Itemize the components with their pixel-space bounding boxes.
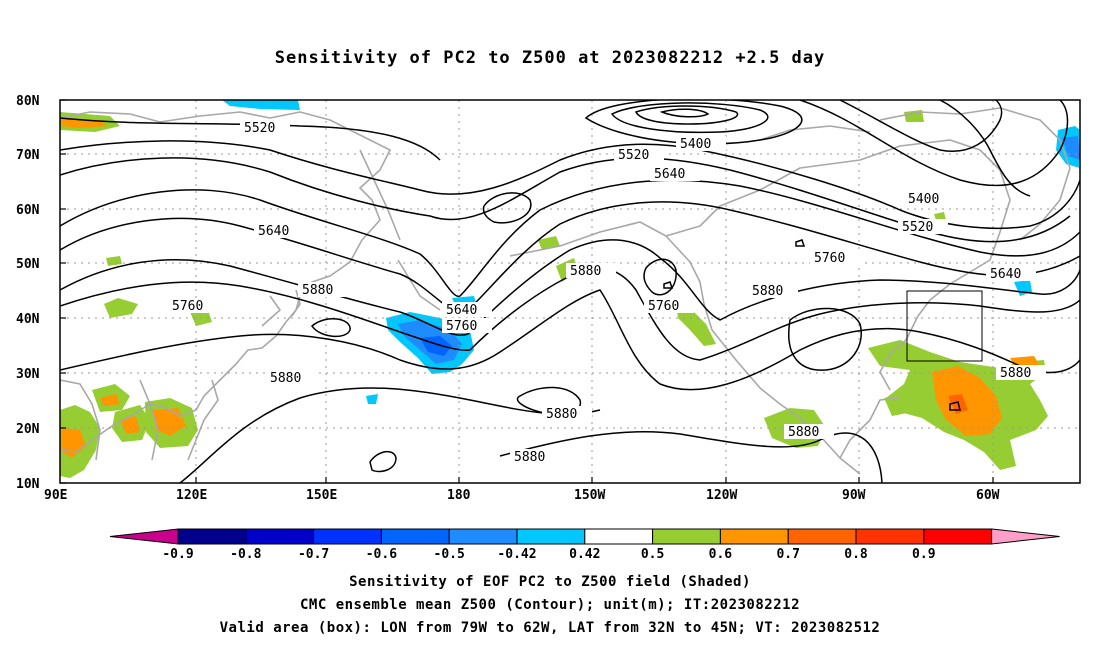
colorbar: -0.9 -0.8 -0.7 -0.6 -0.5 -0.42 0.42 0.5 0.6 0.7 0.… (109, 528, 1060, 562)
lat-label: 20N (16, 422, 40, 437)
lon-label: 150E (306, 488, 337, 503)
contour-label: 5520 (614, 147, 664, 163)
contour-label: 5880 (748, 283, 798, 299)
map-area: 5520 5400 5520 5640 5400 5520 5640 5760 … (60, 100, 1080, 483)
colorbar-tick-label: 0.7 (776, 547, 799, 562)
lon-label: 90W (842, 488, 866, 503)
plot-title: Sensitivity of PC2 to Z500 at 2023082212… (274, 48, 826, 68)
contour-label: 5760 (442, 318, 492, 334)
contour-label: 5640 (986, 266, 1036, 282)
contour-label: 5400 (676, 136, 726, 152)
lat-label: 10N (16, 477, 40, 492)
svg-text:5760: 5760 (814, 251, 845, 266)
svg-text:5760: 5760 (172, 299, 203, 314)
colorbar-box (448, 528, 518, 545)
footer-line-1: Sensitivity of EOF PC2 to Z500 field (Sh… (349, 574, 751, 590)
colorbar-tick-label: -0.5 (434, 547, 465, 562)
contour-label: 5760 (168, 298, 218, 314)
svg-text:5880: 5880 (788, 425, 819, 440)
tick-marks (60, 99, 994, 484)
footer-line-2: CMC ensemble mean Z500 (Contour); unit(m… (299, 597, 800, 613)
colorbar-low-triangle (109, 528, 179, 545)
svg-text:5640: 5640 (990, 267, 1021, 282)
colorbar-box (584, 528, 654, 545)
latitude-labels: 80N 70N 60N 50N 40N 30N 20N 10N (16, 94, 40, 492)
colorbar-box (516, 528, 586, 545)
colorbar-tick-label: -0.6 (366, 547, 397, 562)
colorbar-tick-label: -0.8 (230, 547, 261, 562)
colorbar-box (719, 528, 789, 545)
colorbar-box (313, 528, 382, 545)
svg-text:5520: 5520 (618, 148, 649, 163)
colorbar-box (855, 528, 925, 545)
contour-label: 5880 (784, 424, 834, 440)
contour-label: 5640 (650, 166, 700, 182)
svg-text:5400: 5400 (680, 137, 711, 152)
lon-label: 180 (447, 488, 471, 503)
colorbar-tick-label: 0.9 (912, 547, 935, 562)
colorbar-box (787, 528, 857, 545)
lon-label: 150W (574, 488, 605, 503)
footer-line-3: Valid area (box): LON from 79W to 62W, L… (219, 620, 881, 636)
contour-label: 5760 (810, 250, 860, 266)
contour-label: 5880 (510, 449, 560, 465)
contour-label: 5760 (644, 298, 694, 314)
colorbar-tick-label: -0.9 (162, 547, 193, 562)
svg-text:5640: 5640 (446, 303, 477, 318)
svg-text:5880: 5880 (752, 284, 783, 299)
svg-text:5760: 5760 (648, 299, 679, 314)
lat-label: 60N (16, 203, 40, 218)
lat-label: 80N (16, 94, 40, 109)
lat-label: 30N (16, 367, 40, 382)
contour-label: 5880 (298, 282, 348, 298)
contour-label: 5520 (898, 219, 948, 235)
colorbar-tick-label: 0.42 (569, 547, 600, 562)
contour-label: 5400 (904, 191, 954, 207)
colorbar-tick-label: -0.7 (298, 547, 329, 562)
svg-text:5640: 5640 (258, 224, 289, 239)
contour-label: 5640 (442, 302, 492, 318)
lon-label: 120E (176, 488, 207, 503)
colorbar-box (652, 528, 721, 545)
colorbar-high-triangle (991, 528, 1060, 545)
contour-label: 5520 (240, 120, 290, 136)
lon-label: 90E (44, 488, 67, 503)
lat-label: 50N (16, 257, 40, 272)
colorbar-tick-label: 0.5 (641, 547, 664, 562)
contour-label: 5880 (996, 365, 1046, 381)
contour-label: 5880 (542, 406, 592, 422)
colorbar-tick-label: 0.8 (844, 547, 868, 562)
svg-text:5520: 5520 (244, 121, 275, 136)
colorbar-tick-label: 0.6 (709, 547, 733, 562)
svg-text:5880: 5880 (514, 450, 545, 465)
colorbar-box (177, 528, 247, 545)
colorbar-box (380, 528, 450, 545)
lon-label: 120W (706, 488, 737, 503)
lat-label: 70N (16, 148, 40, 163)
lon-label: 60W (976, 488, 1000, 503)
colorbar-box (923, 528, 993, 545)
graticule (60, 100, 1080, 483)
svg-text:5880: 5880 (1000, 366, 1031, 381)
colorbar-box (245, 528, 315, 545)
valid-area-box (906, 290, 983, 362)
svg-text:5760: 5760 (446, 319, 477, 334)
colorbar-tick-label: -0.42 (497, 547, 536, 562)
contour-label: 5640 (254, 223, 304, 239)
contour-labels: 5520 5400 5520 5640 5400 5520 5640 5760 … (168, 120, 1046, 465)
svg-text:5880: 5880 (570, 264, 601, 279)
svg-text:5880: 5880 (270, 371, 301, 386)
svg-text:5520: 5520 (902, 220, 933, 235)
lat-label: 40N (16, 312, 40, 327)
svg-text:5880: 5880 (546, 407, 577, 422)
svg-text:5640: 5640 (654, 167, 685, 182)
longitude-labels: 90E 120E 150E 180 150W 120W 90W 60W (44, 488, 1000, 503)
svg-text:5880: 5880 (302, 283, 333, 298)
map-frame (59, 99, 1081, 484)
contour-label: 5880 (266, 370, 316, 386)
contour-label: 5880 (566, 263, 616, 279)
svg-text:5400: 5400 (908, 192, 939, 207)
